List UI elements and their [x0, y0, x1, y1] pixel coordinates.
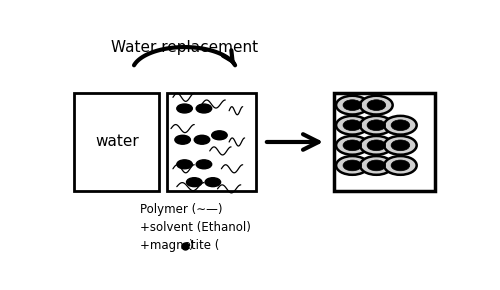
Circle shape — [177, 104, 192, 113]
Circle shape — [367, 140, 386, 151]
Circle shape — [384, 136, 416, 155]
Circle shape — [205, 178, 220, 187]
Circle shape — [336, 156, 368, 175]
Circle shape — [360, 156, 392, 175]
Text: water: water — [95, 135, 138, 149]
Text: +solvent (Ethanol): +solvent (Ethanol) — [140, 221, 251, 234]
Circle shape — [177, 160, 192, 169]
Circle shape — [336, 116, 368, 135]
Bar — [334, 93, 434, 191]
Text: Water replacement: Water replacement — [111, 40, 258, 55]
Circle shape — [367, 120, 386, 130]
Circle shape — [212, 131, 227, 140]
Circle shape — [391, 160, 409, 171]
Circle shape — [196, 160, 212, 169]
Text: ): ) — [188, 239, 192, 252]
Circle shape — [186, 178, 202, 187]
Circle shape — [343, 120, 361, 130]
Circle shape — [336, 136, 368, 155]
Circle shape — [194, 135, 210, 144]
Circle shape — [343, 100, 361, 110]
Circle shape — [391, 140, 409, 151]
Circle shape — [367, 100, 386, 110]
Bar — [74, 93, 160, 191]
Circle shape — [391, 120, 409, 130]
Circle shape — [196, 104, 212, 113]
Circle shape — [384, 156, 416, 175]
Circle shape — [367, 160, 386, 171]
Bar — [167, 93, 256, 191]
Circle shape — [384, 116, 416, 135]
Circle shape — [336, 96, 368, 115]
Circle shape — [175, 135, 190, 144]
Text: +magnetite (: +magnetite ( — [140, 239, 220, 252]
Circle shape — [360, 136, 392, 155]
Circle shape — [343, 160, 361, 171]
Circle shape — [360, 116, 392, 135]
Circle shape — [360, 96, 392, 115]
Text: Polymer (∼—): Polymer (∼—) — [140, 203, 222, 216]
Circle shape — [343, 140, 361, 151]
